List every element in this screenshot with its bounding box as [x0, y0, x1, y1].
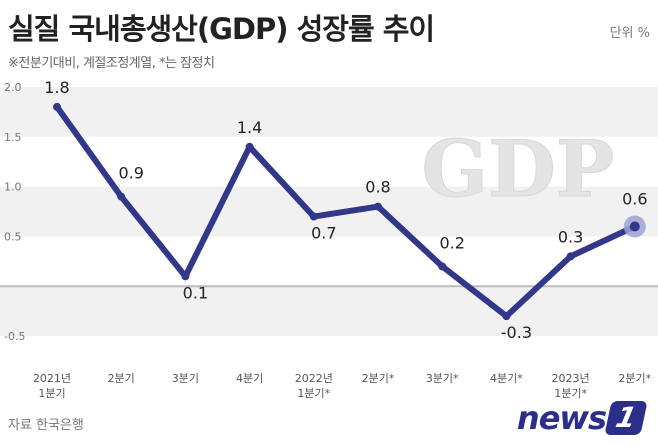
data-label: 1.8 — [44, 78, 69, 97]
logo-badge: 1 — [604, 401, 648, 435]
chart-title: 실질 국내총생산(GDP) 성장률 추이 — [8, 12, 435, 46]
unit-label: 단위 % — [609, 26, 650, 41]
data-label: 0.7 — [311, 224, 336, 243]
highlight-marker — [629, 221, 640, 232]
x-tick-label: 3분기 — [172, 372, 199, 385]
data-point — [374, 202, 382, 211]
data-point — [566, 252, 575, 261]
grid-bands — [0, 87, 658, 337]
data-point — [117, 192, 126, 201]
y-tick-label: 1.0 — [4, 181, 22, 194]
x-tick-label: 2분기* — [362, 372, 395, 385]
data-point — [245, 142, 254, 151]
data-label: 0.6 — [622, 190, 647, 209]
news1-logo: news 1 — [516, 398, 648, 438]
grid-band — [0, 87, 658, 137]
series-line — [54, 103, 638, 320]
data-label: 1.4 — [237, 118, 262, 137]
x-tick-label: 2022년 1분기* — [295, 372, 333, 400]
data-label: 0.8 — [365, 178, 390, 197]
y-axis: 2.0 1.5 1.0 0.5 -0.5 — [4, 81, 25, 343]
x-tick-label: 2023년 1분기* — [552, 372, 590, 400]
data-label: 0.1 — [183, 283, 208, 302]
y-tick-label: 1.5 — [4, 131, 22, 144]
x-tick-label: 2021년 1분기 — [33, 372, 71, 400]
data-point — [181, 272, 190, 281]
data-label: 0.9 — [118, 164, 143, 183]
data-label: -0.3 — [501, 323, 532, 342]
y-tick-label: -0.5 — [4, 330, 25, 343]
data-labels: 1.8 0.9 0.1 1.4 0.7 0.8 0.2 -0.3 0.3 0.6 — [44, 78, 647, 342]
y-tick-label: 0.5 — [4, 230, 22, 243]
data-label: 0.3 — [558, 227, 583, 246]
x-tick-label: 4분기* — [490, 372, 523, 385]
logo-text: news — [516, 399, 607, 437]
y-tick-label: 2.0 — [4, 81, 22, 94]
data-label: 0.2 — [439, 233, 464, 252]
x-tick-label: 2분기* — [618, 372, 651, 385]
grid-band — [0, 286, 658, 337]
data-point — [309, 212, 318, 221]
chart-subtitle: ※전분기대비, 계절조정계열, *는 잠정치 — [8, 56, 215, 71]
x-tick-label: 2분기 — [108, 372, 135, 385]
x-tick-label: 3분기* — [426, 372, 459, 385]
data-point — [438, 262, 447, 271]
markers — [53, 102, 646, 321]
source-label: 자료 한국은행 — [8, 418, 84, 433]
x-tick-label: 4분기 — [236, 372, 263, 385]
data-point — [53, 102, 61, 111]
gdp-watermark: GDP — [422, 124, 615, 215]
x-axis: 2021년 1분기 2분기 3분기 4분기 2022년 1분기* 2분기* 3분기* 4분기* 20… — [33, 372, 652, 400]
data-point — [502, 312, 511, 321]
